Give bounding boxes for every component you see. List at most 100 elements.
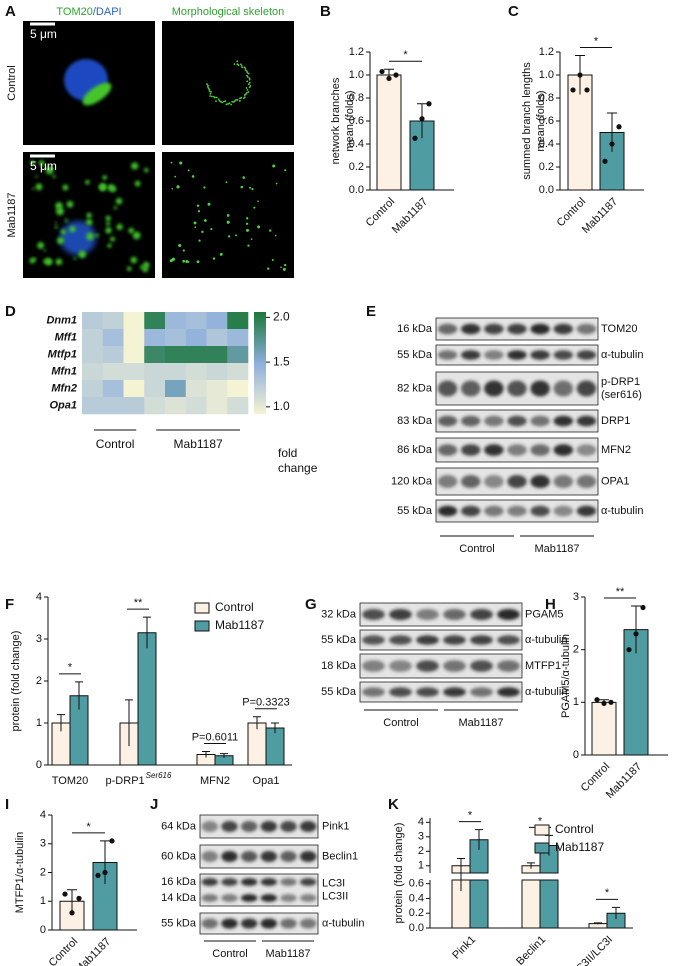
data-point bbox=[62, 891, 68, 897]
mitochondria bbox=[55, 258, 63, 266]
error-bar bbox=[253, 716, 261, 730]
y-tick-label: 0.4 bbox=[349, 138, 364, 150]
kda-label: 83 kDa bbox=[397, 415, 433, 427]
blot-band bbox=[470, 660, 493, 672]
blot-band bbox=[443, 660, 466, 672]
mitochondria bbox=[30, 160, 35, 165]
skeleton-dot bbox=[206, 83, 208, 86]
skeleton-dot bbox=[248, 77, 251, 80]
y-tick-label: 3 bbox=[573, 591, 579, 603]
group-label: Control bbox=[212, 948, 247, 960]
skeleton-dot bbox=[246, 88, 249, 91]
x-tick-label: TOM20 bbox=[52, 775, 88, 787]
kda-label: 16 kDa bbox=[161, 876, 197, 888]
data-point bbox=[379, 68, 385, 75]
skeleton-dot bbox=[257, 200, 259, 202]
blot-band bbox=[201, 918, 219, 929]
bar bbox=[265, 727, 285, 766]
mitochondria bbox=[32, 257, 36, 261]
blot-band bbox=[437, 444, 458, 456]
blot-band bbox=[437, 380, 458, 397]
skeleton-dot bbox=[274, 234, 277, 237]
heatmap-cell bbox=[144, 363, 166, 381]
blot-band bbox=[460, 475, 481, 488]
mitochondria bbox=[107, 184, 115, 192]
blot-strip bbox=[359, 602, 523, 627]
mitochondria bbox=[86, 212, 92, 219]
skeleton-dot bbox=[240, 185, 244, 189]
mitochondria bbox=[110, 236, 116, 242]
skeleton-dot bbox=[201, 230, 204, 234]
error-bar bbox=[100, 840, 110, 884]
blot-band bbox=[507, 505, 527, 517]
heatmap-cell bbox=[82, 380, 104, 398]
y-axis-label: PGAM5/α-tubulin bbox=[560, 634, 572, 718]
heatmap-cell bbox=[82, 312, 104, 330]
skeleton-dot bbox=[219, 252, 223, 256]
skeleton-dot bbox=[218, 99, 221, 102]
skeleton-dot bbox=[243, 96, 246, 99]
protein-label: (ser616) bbox=[601, 389, 642, 401]
mitochondria bbox=[66, 200, 74, 208]
y-tick-label: 2 bbox=[40, 866, 46, 878]
mitochondria bbox=[144, 167, 149, 173]
kda-label: 55 kDa bbox=[321, 686, 357, 698]
blot-strip bbox=[199, 912, 319, 935]
blot-band bbox=[240, 850, 258, 863]
blot-band bbox=[553, 505, 574, 517]
protein-label: MFN2 bbox=[601, 444, 631, 456]
heatmap-cell bbox=[123, 329, 145, 347]
group-label: Mab1187 bbox=[174, 437, 223, 451]
legend-label: Control bbox=[555, 822, 594, 836]
blot-band bbox=[507, 323, 527, 335]
heatmap-cell bbox=[82, 329, 104, 347]
error-bar bbox=[475, 829, 483, 850]
error-bar bbox=[527, 862, 535, 869]
colorbar-label: fold bbox=[278, 446, 297, 460]
blot-band bbox=[470, 608, 493, 621]
panel-letter: D bbox=[5, 303, 16, 320]
x-tick-label: MFN2 bbox=[200, 775, 230, 787]
data-point bbox=[609, 141, 615, 147]
heatmap-cell bbox=[227, 363, 249, 381]
error-bar bbox=[594, 922, 602, 925]
heatmap-cell bbox=[102, 329, 124, 347]
skeleton-dot bbox=[185, 260, 189, 264]
bar bbox=[247, 722, 267, 766]
skeleton-dot bbox=[253, 206, 256, 209]
skeleton-dot bbox=[231, 100, 234, 103]
panel-letter: H bbox=[545, 596, 556, 613]
blot-band bbox=[362, 660, 385, 672]
blot-band bbox=[460, 323, 481, 335]
mitochondria bbox=[99, 183, 107, 191]
skeleton-dot bbox=[244, 67, 247, 70]
skeleton-dot bbox=[250, 238, 253, 240]
heatmap-cell bbox=[144, 397, 166, 415]
error-bar bbox=[57, 714, 65, 732]
mitochondria bbox=[85, 218, 93, 226]
blot-band bbox=[484, 350, 504, 360]
row-label: Control bbox=[6, 65, 18, 100]
skeleton-dot bbox=[271, 259, 274, 262]
blot-band bbox=[221, 894, 238, 902]
blot-strip bbox=[199, 814, 319, 839]
skeleton-dot bbox=[209, 95, 212, 97]
skeleton-dot bbox=[269, 229, 272, 232]
colorbar-tick-label: 1.0 bbox=[273, 399, 290, 413]
skeleton-dot bbox=[203, 186, 206, 189]
skeleton-dot bbox=[275, 182, 278, 185]
bar bbox=[539, 845, 559, 929]
blot-band bbox=[280, 894, 297, 902]
protein-label: LC3I bbox=[322, 877, 345, 889]
mitochondria bbox=[85, 179, 90, 185]
heatmap-cell bbox=[206, 363, 228, 381]
bar bbox=[92, 861, 118, 931]
skeleton-dot bbox=[245, 70, 248, 73]
mitochondria bbox=[54, 221, 58, 225]
blot-band bbox=[280, 820, 297, 833]
blot-band bbox=[389, 608, 412, 621]
skeleton-dot bbox=[245, 222, 249, 225]
y-tick-label: 2 bbox=[573, 644, 579, 656]
heatmap-cell bbox=[102, 363, 124, 381]
data-point bbox=[386, 75, 392, 82]
